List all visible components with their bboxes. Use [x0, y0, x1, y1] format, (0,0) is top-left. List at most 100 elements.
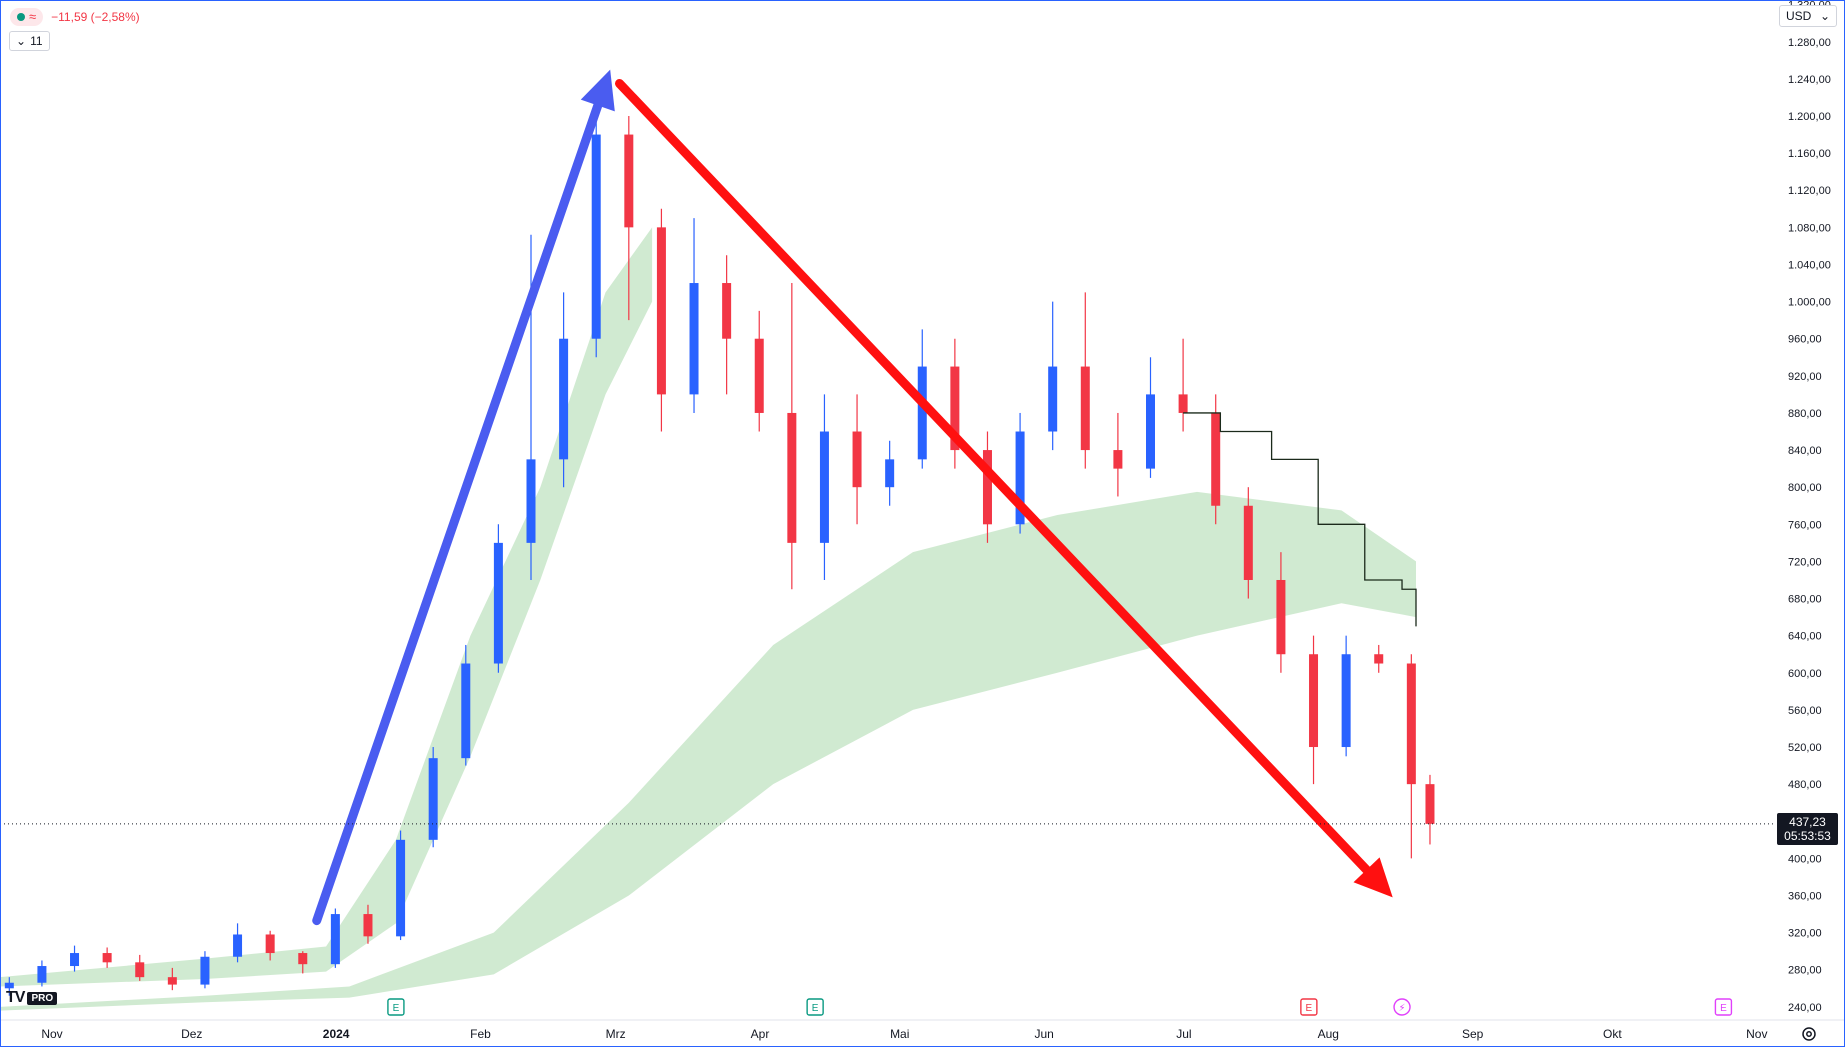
gear-icon[interactable]: [1800, 1025, 1818, 1043]
candle-body: [917, 366, 927, 460]
candle-body: [624, 134, 634, 228]
candle: [135, 954, 145, 981]
candle-body: [493, 542, 503, 664]
last-price-tag: 437,23 05:53:53: [1777, 813, 1838, 845]
price-tick-label: 520,00: [1788, 742, 1822, 754]
candle: [298, 951, 308, 974]
candle-body: [265, 934, 275, 954]
candle-body: [298, 953, 308, 965]
slow-ma-band: [0, 491, 1416, 1011]
candle-body: [1146, 394, 1155, 469]
time-tick-label: 2024: [323, 1027, 350, 1041]
time-tick-label: Jul: [1176, 1027, 1191, 1041]
candle: [1113, 412, 1123, 497]
candle: [624, 115, 634, 321]
time-tick-label: Apr: [751, 1027, 770, 1041]
event-markers[interactable]: E E E ⚡ E: [387, 998, 1733, 1016]
candle: [1080, 292, 1090, 469]
time-tick-label: Aug: [1318, 1027, 1339, 1041]
event-marker-label: E: [1720, 1003, 1727, 1014]
price-tick-label: 760,00: [1788, 519, 1822, 531]
trend-arrow-head: [580, 69, 615, 112]
candle: [754, 310, 764, 432]
candle-body: [1341, 654, 1351, 748]
time-tick-label: Sep: [1462, 1027, 1484, 1041]
candle: [1374, 644, 1384, 673]
candle: [1341, 635, 1351, 757]
indicators-collapse-button[interactable]: ⌄ 11: [9, 31, 50, 51]
candle: [1211, 394, 1221, 525]
time-tick-label: Mrz: [606, 1027, 626, 1041]
moving-average-bands: [0, 227, 1416, 1011]
time-tick-label: Nov: [1746, 1027, 1767, 1041]
candle-body: [1425, 784, 1435, 824]
time-tick-label: Feb: [470, 1027, 491, 1041]
candle-body: [1015, 431, 1025, 525]
currency-label: USD: [1786, 9, 1812, 23]
event-marker-label: E: [812, 1003, 819, 1014]
price-tick-label: 840,00: [1788, 445, 1822, 457]
candle: [4, 977, 14, 996]
candle-body: [461, 663, 471, 759]
earnings-event-icon[interactable]: E: [387, 998, 405, 1016]
market-status-pill[interactable]: ≈: [10, 8, 44, 26]
currency-selector[interactable]: USD ⌄: [1779, 5, 1837, 27]
candle: [233, 923, 243, 963]
event-marker-label: E: [393, 1003, 400, 1014]
wave-icon: ≈: [29, 9, 37, 24]
event-marker-frame: [387, 998, 405, 1016]
candle-body: [689, 283, 699, 395]
earnings-event-icon[interactable]: E: [1300, 998, 1318, 1016]
candle-body: [1374, 654, 1384, 664]
candle: [200, 951, 210, 989]
price-tick-label: 1.240,00: [1788, 74, 1831, 86]
price-tick-label: 280,00: [1788, 965, 1822, 977]
time-tick-label: Nov: [41, 1027, 62, 1041]
trend-arrows[interactable]: [312, 69, 1393, 926]
price-tick-label: 640,00: [1788, 631, 1822, 643]
price-tick-label: 480,00: [1788, 779, 1822, 791]
price-tick-label: 1.040,00: [1788, 259, 1831, 271]
candle-body: [396, 839, 406, 937]
candle-body: [787, 412, 797, 543]
candle-body: [885, 459, 895, 488]
candle-body: [4, 982, 14, 989]
candle-body: [819, 431, 829, 543]
candle: [363, 904, 373, 944]
candle: [1406, 654, 1416, 859]
trend-arrow-shaft: [615, 79, 1372, 875]
candle-body: [37, 966, 47, 983]
market-status-dot-icon: [17, 13, 25, 21]
trend-arrow: [615, 79, 1393, 898]
candle: [1309, 635, 1319, 785]
earnings-event-icon[interactable]: E: [1714, 998, 1733, 1016]
earnings-event-icon[interactable]: E: [806, 998, 824, 1016]
candle: [950, 338, 960, 469]
split-event-icon[interactable]: ⚡: [1393, 998, 1411, 1016]
candle-body: [330, 914, 340, 965]
candle: [1178, 338, 1188, 432]
candle-body: [559, 338, 569, 460]
tradingview-pro-logo[interactable]: TV PRO: [6, 988, 80, 1008]
trend-arrow-head: [1353, 857, 1393, 898]
time-axis[interactable]: Nov Dez 2024 Feb Mrz Apr Mai Jun Jul Aug Sep Okt Nov: [0, 1019, 1845, 1041]
time-tick-label: Jun: [1034, 1027, 1053, 1041]
candle-body: [167, 977, 177, 985]
candle: [1048, 301, 1058, 451]
price-tick-label: 400,00: [1788, 853, 1822, 865]
candle-body: [1080, 366, 1090, 451]
candle-body: [656, 227, 666, 395]
logo-text: TV: [6, 989, 25, 1006]
price-tick-label: 1.080,00: [1788, 222, 1831, 234]
price-change-text: −11,59 (−2,58%): [51, 10, 140, 24]
candle: [852, 394, 862, 525]
candle-body: [526, 459, 536, 543]
candle: [37, 960, 47, 987]
candle: [1425, 774, 1435, 845]
candle-body: [135, 962, 145, 978]
candle: [265, 930, 275, 961]
candle: [1146, 357, 1155, 478]
